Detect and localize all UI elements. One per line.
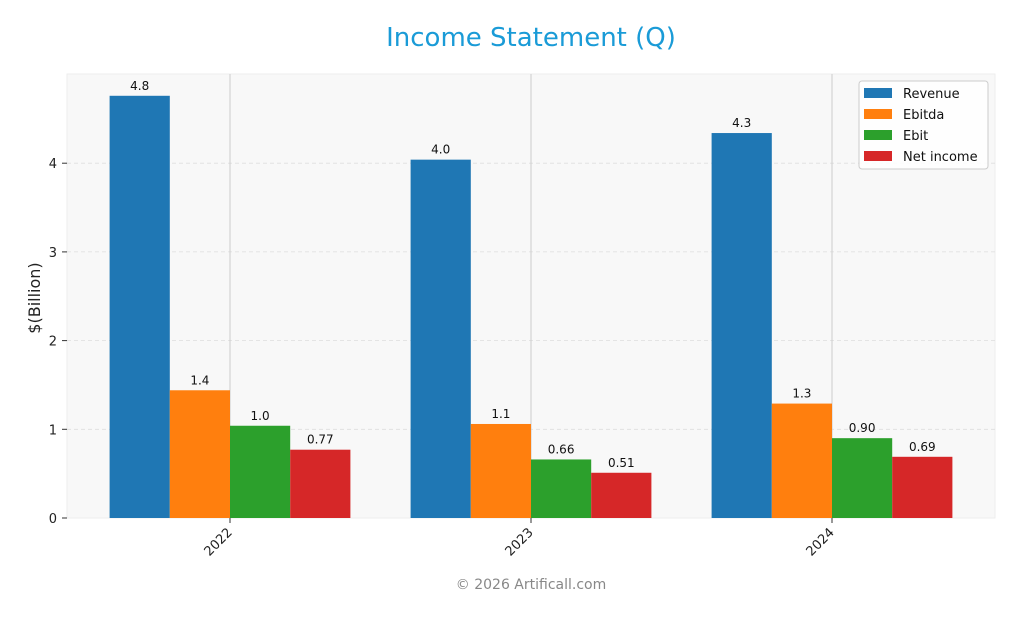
legend-label: Revenue <box>903 87 960 102</box>
y-axis: 0 1 2 3 4 <box>49 157 67 527</box>
legend-label: Ebit <box>903 129 928 144</box>
bar-net-income <box>892 456 953 518</box>
bar-revenue <box>109 95 170 519</box>
bar-value-label: 4.3 <box>732 116 751 130</box>
legend-swatch <box>864 151 892 161</box>
bars: 4.8 1.4 1.0 0.77 4.0 1.1 0.66 0.51 4.3 1.3 0.90 0.6… <box>109 79 953 519</box>
footer-copyright: © 2026 Artificall.com <box>456 577 606 593</box>
bar-value-label: 1.3 <box>792 387 811 401</box>
chart-title: Income Statement (Q) <box>386 23 676 53</box>
y-tick-label: 0 <box>49 512 57 527</box>
y-axis-label: $(Billion) <box>25 262 44 333</box>
legend-swatch <box>864 88 892 98</box>
legend: Revenue Ebitda Ebit Net income <box>858 80 989 170</box>
bar-revenue <box>410 159 471 519</box>
bar-value-label: 0.69 <box>909 440 936 454</box>
bar-ebitda <box>771 403 832 518</box>
x-tick-label: 2022 <box>202 525 236 559</box>
x-axis: 2022 2023 2024 <box>202 518 838 559</box>
bar-revenue <box>711 133 772 519</box>
bar-value-label: 0.66 <box>548 442 575 456</box>
y-tick-label: 1 <box>49 423 57 438</box>
bar-value-label: 4.0 <box>431 143 450 157</box>
bar-net-income <box>591 472 652 518</box>
y-tick-label: 4 <box>49 157 57 172</box>
bar-value-label: 1.4 <box>190 373 209 387</box>
bar-value-label: 1.0 <box>251 409 270 423</box>
bar-ebitda <box>470 423 531 518</box>
bar-value-label: 0.77 <box>307 433 334 447</box>
x-tick-label: 2023 <box>503 525 537 559</box>
legend-label: Net income <box>903 150 978 165</box>
bar-ebit <box>832 438 893 518</box>
bar-ebitda <box>169 390 230 518</box>
legend-swatch <box>864 109 892 119</box>
bar-value-label: 0.51 <box>608 456 635 470</box>
bar-net-income <box>290 449 351 518</box>
legend-label: Ebitda <box>903 108 944 123</box>
y-tick-label: 3 <box>49 246 57 261</box>
bar-ebit <box>230 425 291 518</box>
y-tick-label: 2 <box>49 335 57 350</box>
bar-ebit <box>531 459 592 518</box>
legend-swatch <box>864 130 892 140</box>
bar-value-label: 1.1 <box>491 407 510 421</box>
legend-box <box>858 80 989 170</box>
bar-value-label: 4.8 <box>130 79 149 93</box>
x-tick-label: 2024 <box>804 525 838 559</box>
bar-value-label: 0.90 <box>849 421 876 435</box>
